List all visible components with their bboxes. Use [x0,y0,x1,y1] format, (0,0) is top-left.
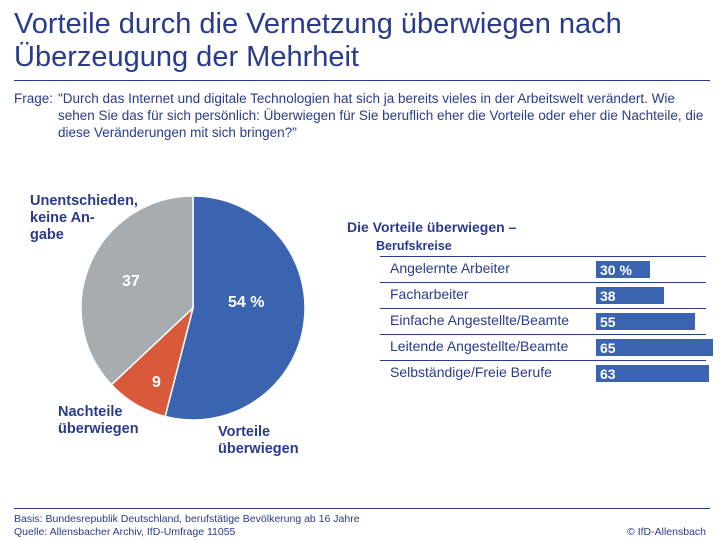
bar-category-label: Facharbeiter [390,286,469,302]
bar-row: Facharbeiter 38 [380,282,712,308]
bar-category-label: Angelernte Arbeiter [390,260,510,276]
bar-value-label: 65 [600,340,616,356]
pie-value-nachteile: 9 [152,374,161,391]
question-label: Frage: [14,91,54,106]
bar-value-label: 55 [600,314,616,330]
pie-label-nachteile: Nachteile überwiegen [58,404,139,438]
bar-value-label: 38 [600,288,616,304]
footer-quelle: Quelle: Allensbacher Archiv, IfD-Umfrage… [14,526,236,538]
bar-row: Einfache Angestellte/Beamte 55 [380,308,712,334]
bar [596,339,713,356]
pie-label-unentschieden: Unentschieden, keine An- gabe [30,193,138,244]
question-text: "Durch das Internet und digitale Technol… [58,91,704,140]
bar-row-divider [380,360,706,361]
bar-row-divider [380,308,706,309]
pie-label-vorteile: Vorteile überwiegen [218,424,299,458]
pie-label-nachteile-line2: überwiegen [58,421,139,437]
pie-chart [80,195,306,421]
bar-row-divider [380,256,706,257]
bar-category-label: Leitende Angestellte/Beamte [390,338,569,354]
bar-category-label: Selbständige/Freie Berufe [390,364,552,380]
bar [596,365,710,382]
bar [596,313,695,330]
bar-row-divider [380,282,706,283]
pie-label-unentschieden-line1: Unentschieden, [30,193,138,209]
pie-label-vorteile-line1: Vorteile [218,424,271,440]
pie-label-unentschieden-line2: keine An- [30,210,95,226]
bar-chart-title: Die Vorteile überwiegen – [347,219,517,235]
pie-slice-vorteile [164,195,306,421]
bar-row: Angelernte Arbeiter 30 % [380,256,712,282]
footer-copyright: © IfD-Allensbach [627,526,706,538]
bar-row-divider [380,334,706,335]
bar-value-label: 63 [600,366,616,382]
pie-label-nachteile-line1: Nachteile [58,404,123,420]
pie-value-unentschieden: 37 [122,273,140,290]
pie-label-vorteile-line2: überwiegen [218,441,299,457]
bar [596,287,665,304]
bar-row: Leitende Angestellte/Beamte 65 [380,334,713,360]
pie-slice-unentschieden [80,195,194,386]
title-divider [14,80,710,81]
footer-divider [14,508,710,509]
bar [596,261,650,278]
bar-category-label: Einfache Angestellte/Beamte [390,312,570,328]
pie-label-unentschieden-line3: gabe [30,227,64,243]
bar-chart-subtitle: Berufskreise [376,239,452,253]
bar-row: Selbständige/Freie Berufe 63 [380,360,712,386]
chart-title: Vorteile durch die Vernetzung überwiegen… [14,8,622,73]
bar-value-label: 30 % [600,262,632,278]
pie-value-vorteile: 54 % [228,294,265,311]
footer-basis: Basis: Bundesrepublik Deutschland, beruf… [14,513,360,525]
